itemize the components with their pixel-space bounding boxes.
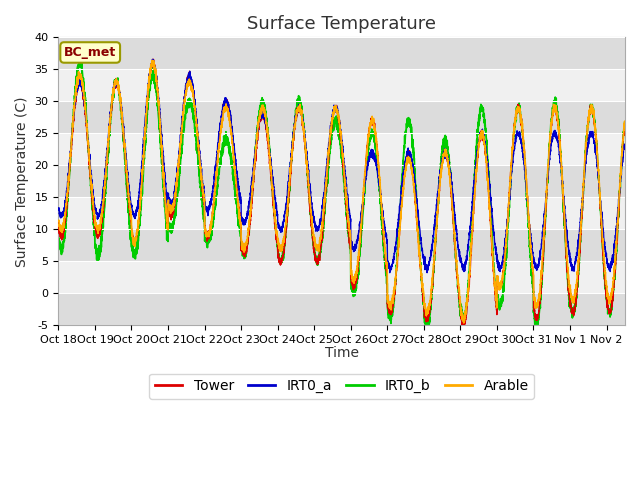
Tower xyxy=(205,228,212,234)
Arable xyxy=(520,142,527,148)
IRT0_b xyxy=(461,313,468,319)
IRT0_b xyxy=(97,233,105,239)
Tower xyxy=(149,56,157,62)
Bar xyxy=(58,37,625,69)
Tower xyxy=(621,119,628,125)
Arable xyxy=(148,58,156,63)
IRT0_a xyxy=(54,206,62,212)
Bar xyxy=(58,133,625,165)
Bar xyxy=(58,69,625,101)
Bar xyxy=(58,101,625,133)
Tower xyxy=(54,219,62,225)
IRT0_a xyxy=(386,270,394,276)
Bar xyxy=(58,229,625,261)
Line: Tower: Tower xyxy=(58,59,625,328)
Tower xyxy=(460,325,467,331)
Line: IRT0_b: IRT0_b xyxy=(58,60,625,331)
IRT0_a xyxy=(205,209,212,215)
IRT0_a xyxy=(461,262,468,267)
IRT0_b xyxy=(424,328,431,334)
Arable xyxy=(225,113,233,119)
Title: Surface Temperature: Surface Temperature xyxy=(247,15,436,33)
Bar xyxy=(58,293,625,325)
IRT0_b xyxy=(572,297,579,303)
Tower xyxy=(572,299,579,305)
Arable xyxy=(97,215,105,221)
IRT0_b xyxy=(205,236,212,242)
Arable xyxy=(621,121,628,127)
IRT0_a xyxy=(572,255,579,261)
X-axis label: Time: Time xyxy=(324,347,358,360)
IRT0_b xyxy=(621,119,628,125)
IRT0_a xyxy=(520,156,527,162)
IRT0_a xyxy=(225,105,233,111)
Arable xyxy=(461,317,468,323)
Text: BC_met: BC_met xyxy=(64,46,116,59)
IRT0_b xyxy=(54,229,62,235)
Arable xyxy=(572,288,579,294)
IRT0_a xyxy=(148,57,156,62)
Tower xyxy=(461,323,468,329)
Legend: Tower, IRT0_a, IRT0_b, Arable: Tower, IRT0_a, IRT0_b, Arable xyxy=(149,373,534,399)
Bar xyxy=(58,197,625,229)
Bar xyxy=(58,261,625,293)
Line: Arable: Arable xyxy=(58,60,625,323)
Tower xyxy=(225,106,233,111)
IRT0_a xyxy=(97,202,105,208)
Line: IRT0_a: IRT0_a xyxy=(58,60,625,273)
Tower xyxy=(520,141,527,146)
IRT0_b xyxy=(76,57,83,63)
Arable xyxy=(460,320,468,326)
IRT0_a xyxy=(621,144,628,150)
Arable xyxy=(205,231,212,237)
IRT0_b xyxy=(520,144,527,150)
IRT0_b xyxy=(225,144,233,150)
Tower xyxy=(97,221,105,227)
Arable xyxy=(54,218,62,224)
Bar xyxy=(58,165,625,197)
Y-axis label: Surface Temperature (C): Surface Temperature (C) xyxy=(15,96,29,266)
